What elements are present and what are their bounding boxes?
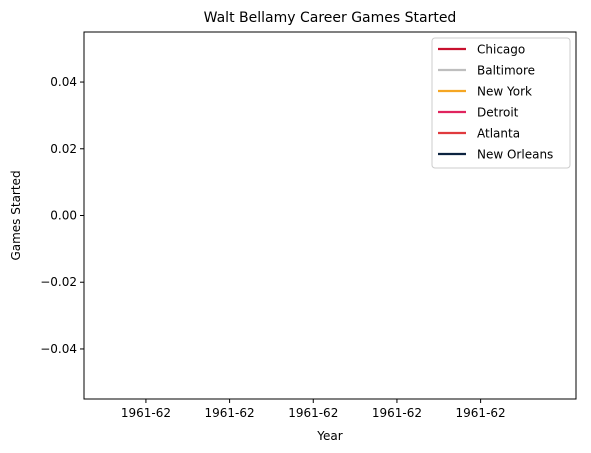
x-tick-label: 1961-62 (121, 406, 171, 420)
y-axis-label: Games Started (9, 170, 23, 260)
chart-title: Walt Bellamy Career Games Started (204, 10, 457, 26)
legend-label: Atlanta (477, 127, 520, 141)
x-tick-label: 1961-62 (205, 406, 255, 420)
x-axis: 1961-62 1961-62 1961-62 1961-62 1961-62 (121, 399, 506, 420)
x-tick-label: 1961-62 (372, 406, 422, 420)
y-tick-label: 0.02 (50, 142, 77, 156)
x-tick-label: 1961-62 (288, 406, 338, 420)
y-axis: −0.04 −0.02 0.00 0.02 0.04 (40, 75, 84, 356)
y-tick-label: 0.00 (50, 209, 77, 223)
legend-box (431, 37, 571, 169)
y-tick-label: −0.04 (40, 342, 77, 356)
legend-label: Detroit (477, 106, 519, 120)
legend-label: Chicago (477, 43, 525, 57)
y-tick-label: −0.02 (40, 275, 77, 289)
legend-label: Baltimore (477, 64, 535, 78)
legend-label: New Orleans (477, 148, 553, 162)
y-tick-label: 0.04 (50, 75, 77, 89)
x-axis-label: Year (316, 429, 342, 443)
legend-label: New York (477, 85, 532, 99)
legend: Chicago Baltimore New York Detroit Atlanta Ne… (431, 37, 571, 169)
x-tick-label: 1961-62 (456, 406, 506, 420)
